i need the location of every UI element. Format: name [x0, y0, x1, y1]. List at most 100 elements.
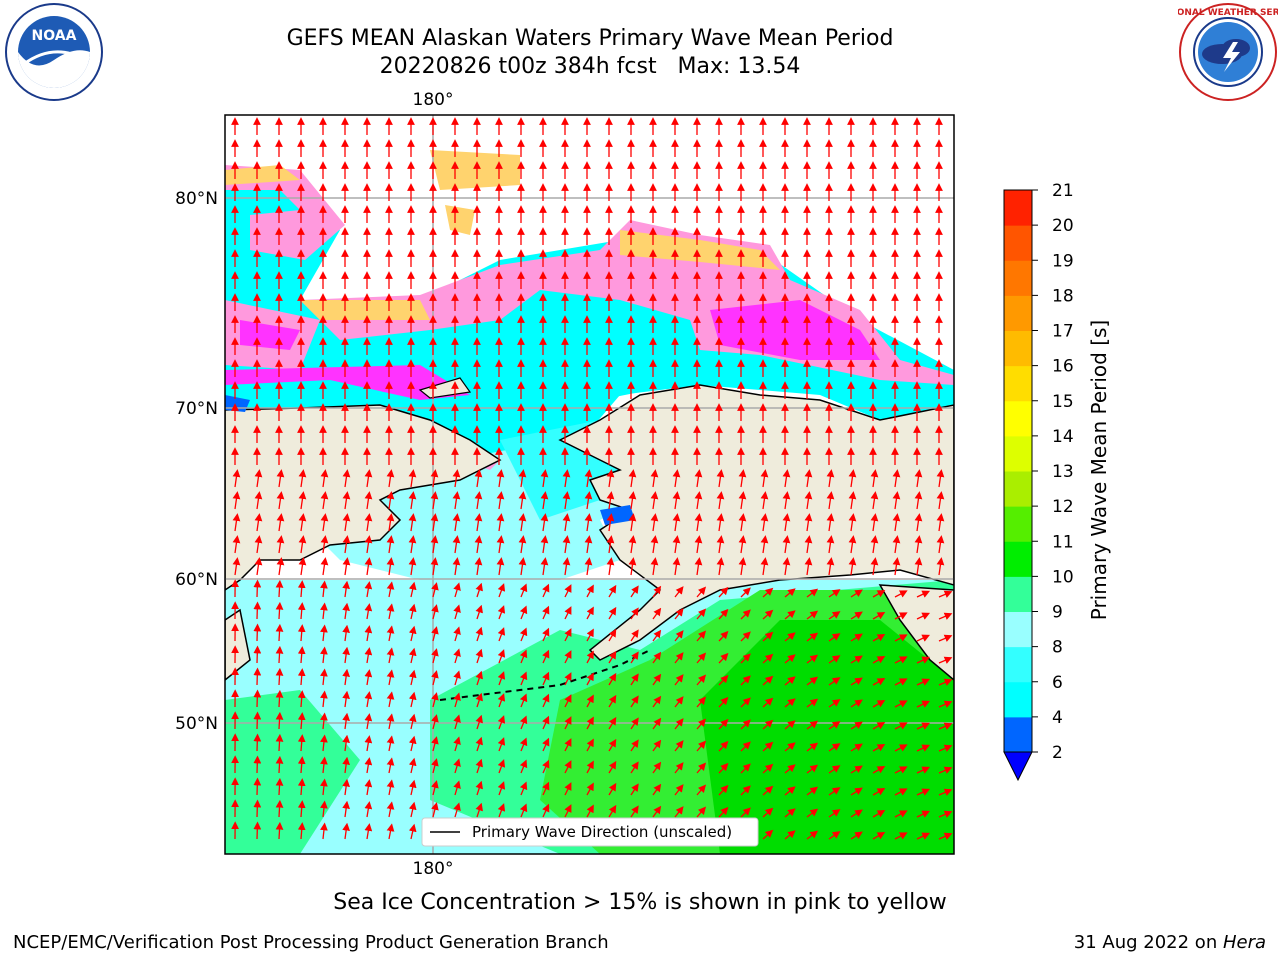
- wave-arrow: [848, 469, 857, 488]
- wave-arrow: [232, 491, 241, 510]
- wave-arrow: [894, 788, 908, 796]
- wave-arrow: [630, 651, 639, 664]
- noaa-logo: NOAA: [5, 3, 103, 101]
- wave-arrow: [564, 804, 572, 818]
- wave-arrow: [672, 469, 681, 488]
- wave-arrow: [497, 605, 506, 620]
- wave-arrow: [519, 649, 528, 664]
- wave-arrow: [738, 491, 747, 510]
- wave-arrow: [652, 761, 662, 774]
- wave-arrow: [740, 675, 751, 686]
- wave-arrow: [564, 782, 572, 796]
- wave-arrow: [497, 737, 506, 752]
- wave-arrow: [475, 604, 483, 620]
- wave-arrow: [297, 756, 306, 774]
- wave-arrow: [408, 625, 417, 642]
- wave-arrow: [364, 647, 373, 664]
- wave-arrow: [894, 744, 908, 752]
- wave-arrow: [938, 832, 953, 840]
- wave-arrow: [519, 627, 528, 642]
- wave-arrow: [608, 738, 617, 752]
- wave-arrow: [431, 582, 439, 598]
- wave-arrow: [828, 809, 841, 818]
- wave-arrow: [364, 691, 373, 708]
- wave-arrow: [696, 696, 707, 708]
- wave-arrow: [430, 469, 439, 488]
- wave-arrow: [297, 734, 306, 752]
- wave-arrow: [254, 535, 263, 554]
- wave-arrow: [652, 717, 662, 730]
- wave-arrow: [475, 780, 483, 796]
- wave-arrow: [762, 741, 774, 752]
- wave-arrow: [519, 737, 528, 752]
- wave-arrow: [784, 676, 796, 686]
- wave-arrow: [564, 760, 572, 774]
- wave-arrow: [519, 715, 528, 730]
- wave-arrow: [386, 581, 395, 598]
- wave-arrow: [938, 590, 953, 598]
- wave-arrow: [916, 612, 931, 620]
- wave-arrow: [542, 693, 550, 708]
- wave-arrow: [542, 737, 550, 752]
- wave-arrow: [694, 469, 703, 488]
- legend-label: Primary Wave Direction (unscaled): [472, 823, 732, 841]
- wave-arrow: [408, 491, 417, 510]
- wave-arrow: [386, 691, 395, 708]
- wave-arrow: [475, 692, 483, 708]
- wave-arrow: [650, 491, 659, 510]
- wave-arrow: [850, 743, 863, 752]
- wave-arrow: [254, 469, 263, 488]
- wave-arrow: [760, 557, 769, 576]
- wave-arrow: [630, 761, 639, 774]
- wave-arrow: [872, 633, 886, 642]
- wave-arrow: [696, 630, 707, 642]
- wave-arrow: [716, 513, 725, 532]
- wave-arrow: [762, 785, 774, 796]
- wave-arrow: [828, 743, 841, 752]
- wave-arrow: [828, 699, 841, 708]
- wave-arrow: [628, 491, 637, 510]
- wave-arrow: [518, 557, 527, 576]
- wave-arrow: [431, 736, 439, 752]
- wave-arrow: [586, 584, 594, 598]
- wave-arrow: [630, 739, 639, 752]
- wave-arrow: [562, 491, 571, 510]
- colorbar-tick-label: 15: [1052, 392, 1074, 412]
- wave-arrow: [475, 758, 483, 774]
- wave-arrow: [408, 823, 417, 840]
- wave-arrow: [408, 735, 417, 752]
- wave-arrow: [762, 653, 774, 664]
- wave-arrow: [275, 799, 284, 818]
- wave-arrow: [431, 670, 439, 686]
- wave-arrow: [916, 700, 931, 708]
- wave-arrow: [606, 535, 615, 554]
- wave-arrow: [936, 535, 945, 554]
- wave-arrow: [562, 535, 571, 554]
- wave-arrow: [938, 678, 953, 686]
- wave-arrow: [674, 784, 684, 796]
- colorbar-tick-label: 18: [1052, 286, 1074, 306]
- wave-arrow: [872, 589, 886, 598]
- wave-arrow: [828, 655, 841, 664]
- wave-arrow: [497, 803, 506, 818]
- wave-arrow: [586, 628, 594, 642]
- colorbar-tick-label: 9: [1052, 603, 1063, 623]
- wave-arrow: [275, 645, 284, 664]
- wave-arrow: [342, 800, 350, 818]
- wave-arrow: [872, 831, 886, 840]
- wave-arrow: [806, 588, 819, 598]
- wave-arrow: [342, 602, 350, 620]
- wave-arrow: [630, 629, 639, 642]
- wave-arrow: [718, 586, 729, 598]
- wave-arrow: [386, 735, 395, 752]
- wave-arrow: [275, 777, 284, 796]
- wave-arrow: [519, 605, 528, 620]
- wave-arrow: [848, 535, 857, 554]
- colorbar-extend-arrow: [1003, 751, 1033, 782]
- wave-arrow: [674, 696, 684, 708]
- wave-arrow: [276, 557, 285, 576]
- wave-arrow: [696, 784, 707, 796]
- wave-arrow: [608, 716, 617, 730]
- wave-arrow: [894, 832, 908, 840]
- wave-arrow: [936, 469, 945, 488]
